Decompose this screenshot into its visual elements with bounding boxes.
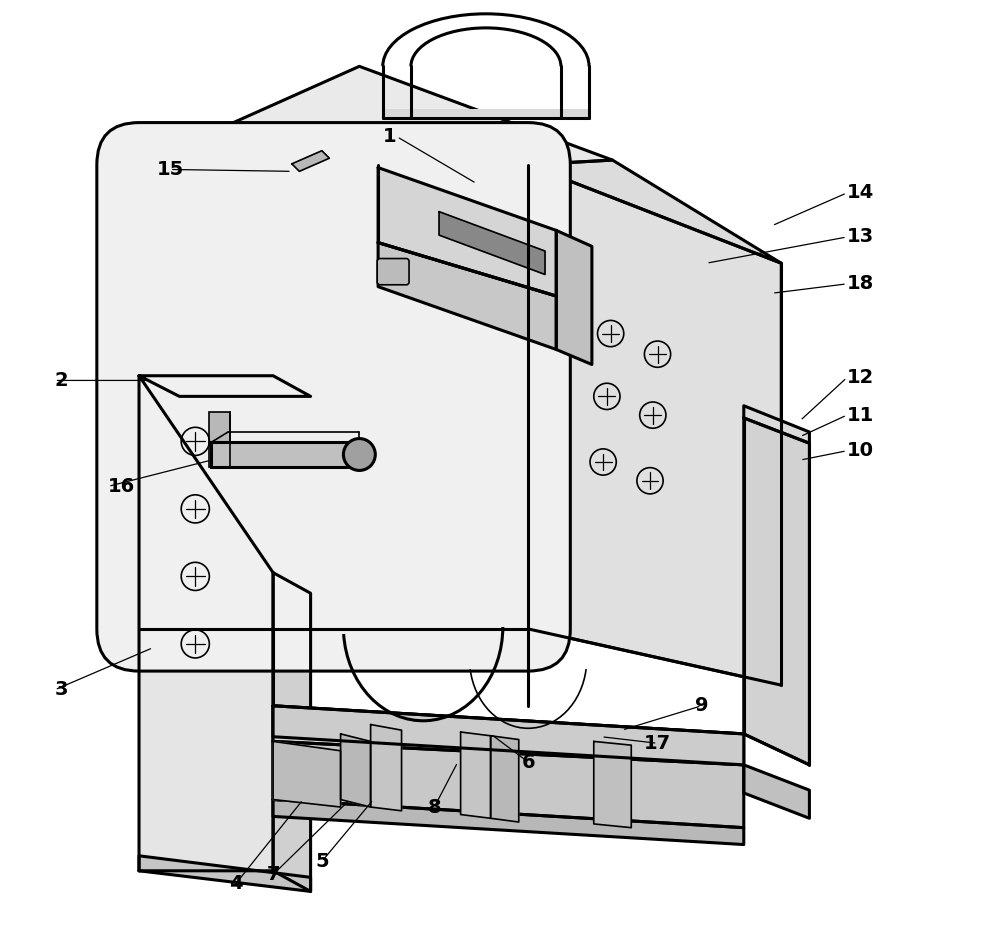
Text: 9: 9 bbox=[695, 697, 708, 716]
Text: 1: 1 bbox=[383, 127, 397, 146]
Circle shape bbox=[343, 439, 375, 470]
Polygon shape bbox=[439, 211, 545, 274]
Polygon shape bbox=[461, 732, 491, 818]
FancyBboxPatch shape bbox=[97, 123, 570, 671]
Polygon shape bbox=[139, 376, 273, 870]
Polygon shape bbox=[273, 706, 744, 765]
Polygon shape bbox=[273, 799, 744, 844]
Polygon shape bbox=[378, 242, 556, 349]
Text: 17: 17 bbox=[644, 733, 671, 753]
FancyBboxPatch shape bbox=[377, 258, 409, 285]
Text: 5: 5 bbox=[315, 852, 329, 870]
Polygon shape bbox=[744, 406, 809, 443]
Text: 10: 10 bbox=[847, 441, 874, 460]
Bar bbox=[211, 442, 359, 467]
Text: 2: 2 bbox=[55, 371, 68, 390]
Polygon shape bbox=[273, 742, 341, 807]
Polygon shape bbox=[556, 230, 592, 364]
Polygon shape bbox=[273, 706, 744, 765]
Polygon shape bbox=[273, 573, 311, 891]
Polygon shape bbox=[139, 376, 311, 396]
Text: 3: 3 bbox=[55, 681, 68, 700]
Text: 15: 15 bbox=[156, 160, 184, 179]
Polygon shape bbox=[744, 765, 809, 818]
Text: 16: 16 bbox=[108, 477, 135, 496]
Text: 13: 13 bbox=[847, 227, 874, 246]
Polygon shape bbox=[371, 725, 402, 810]
Polygon shape bbox=[744, 418, 809, 765]
Text: 8: 8 bbox=[428, 797, 441, 817]
Polygon shape bbox=[139, 67, 613, 164]
Polygon shape bbox=[139, 855, 311, 891]
Polygon shape bbox=[273, 742, 744, 827]
Text: 6: 6 bbox=[521, 752, 535, 772]
Polygon shape bbox=[292, 151, 329, 171]
Bar bbox=[209, 412, 230, 467]
Text: 4: 4 bbox=[229, 874, 242, 893]
Polygon shape bbox=[528, 160, 781, 263]
Text: 14: 14 bbox=[847, 183, 874, 203]
Polygon shape bbox=[594, 742, 631, 827]
Text: 11: 11 bbox=[847, 406, 874, 424]
Polygon shape bbox=[341, 734, 371, 807]
Text: 7: 7 bbox=[266, 865, 280, 884]
Text: 12: 12 bbox=[847, 368, 874, 387]
Polygon shape bbox=[528, 164, 781, 685]
FancyBboxPatch shape bbox=[383, 109, 589, 118]
Text: 18: 18 bbox=[847, 274, 874, 293]
Polygon shape bbox=[378, 167, 556, 296]
Polygon shape bbox=[491, 736, 519, 822]
